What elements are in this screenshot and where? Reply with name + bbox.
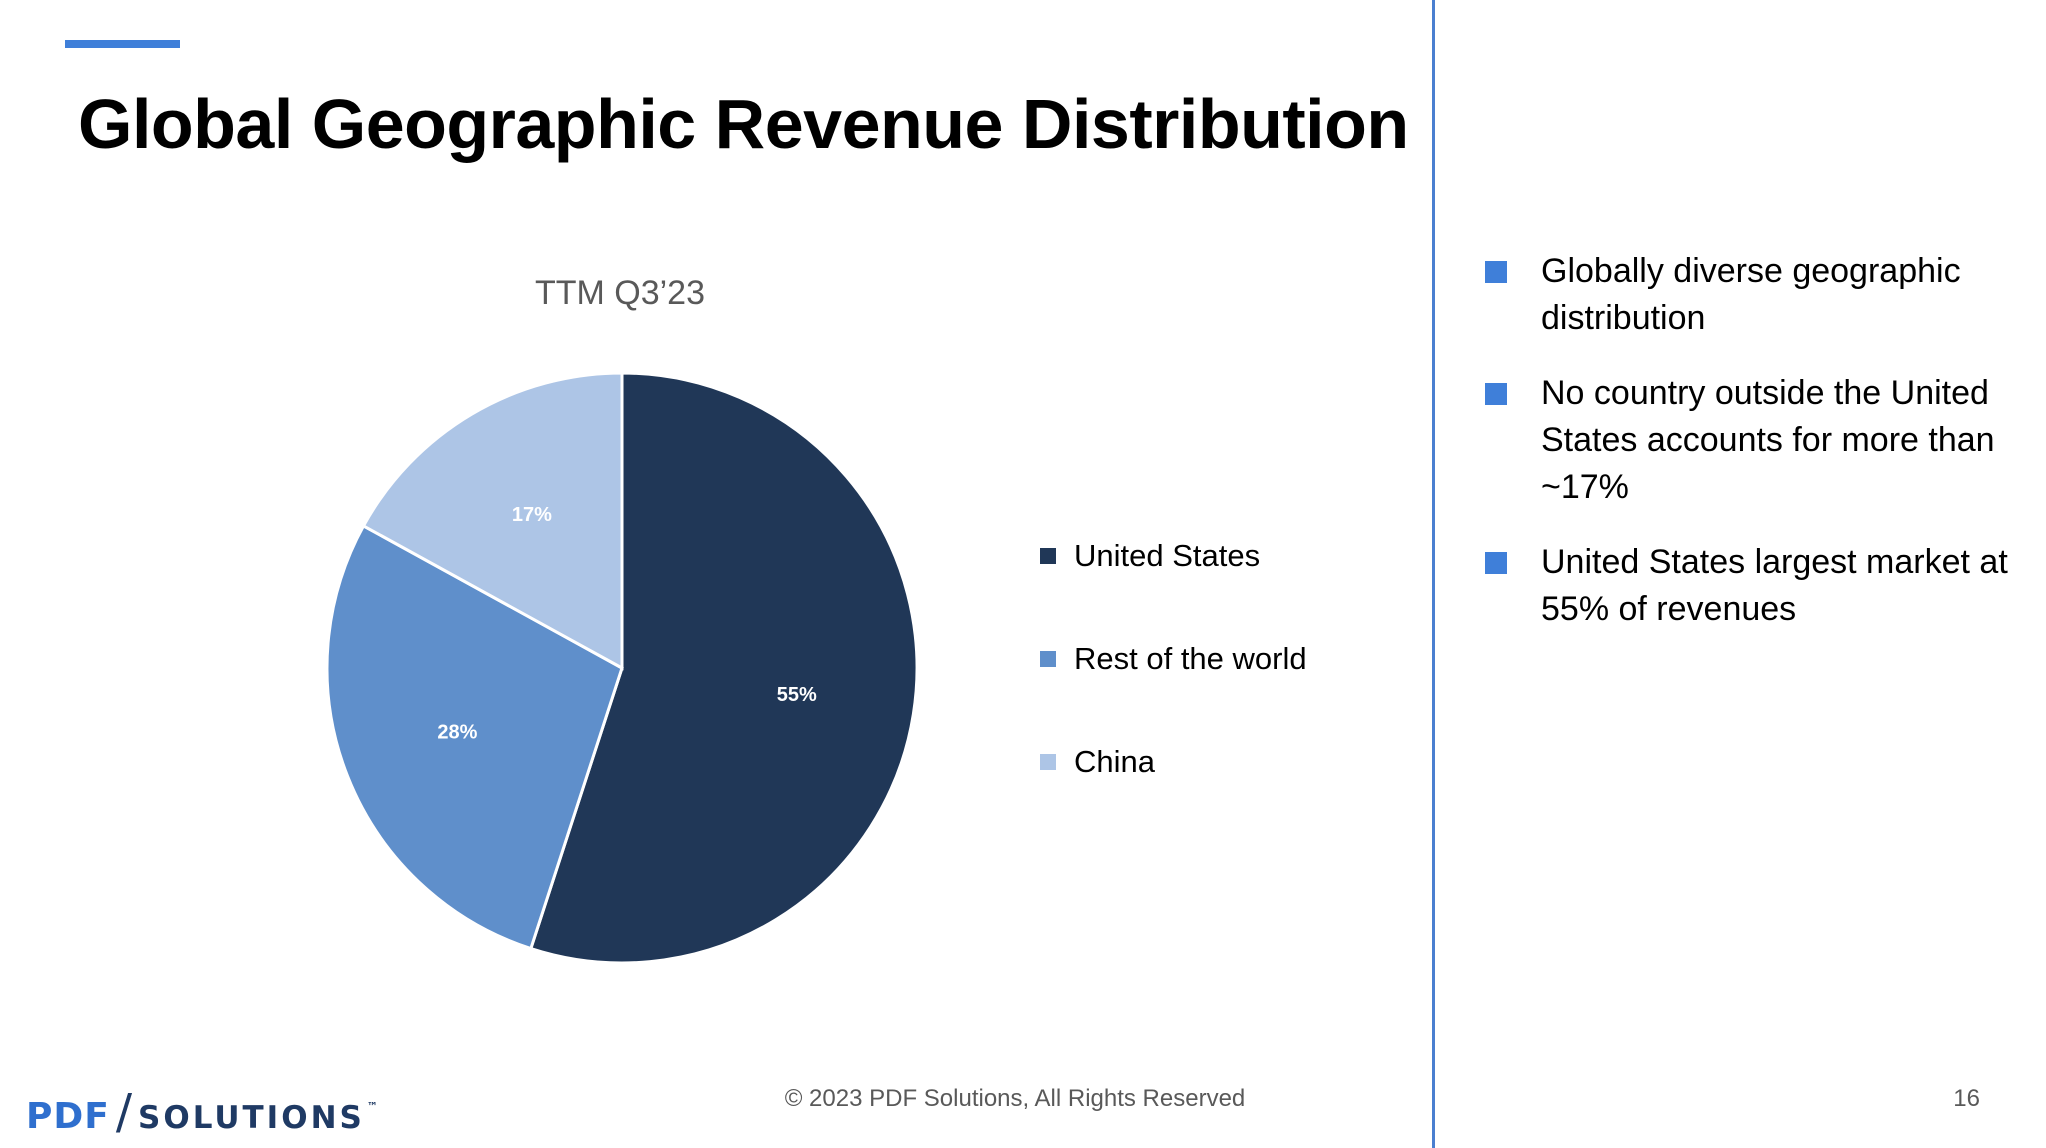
legend-swatch-united-states (1040, 548, 1056, 564)
legend-label: China (1074, 744, 1155, 779)
pie-labels: 55% 28% 17% (437, 504, 817, 744)
logo-slash: / (115, 1084, 133, 1140)
vertical-divider (1432, 0, 1435, 1148)
legend-item-rest-of-world: Rest of the world (1040, 641, 1307, 677)
legend-item-china: China (1040, 744, 1155, 780)
legend-label: Rest of the world (1074, 641, 1307, 676)
footer-copyright: © 2023 PDF Solutions, All Rights Reserve… (784, 1085, 1246, 1112)
logo-secondary-text: SOLUTIONS (138, 1100, 365, 1136)
pie-data-label: 28% (437, 721, 477, 743)
bullet-item: No country outside the United States acc… (1485, 370, 2025, 511)
bullet-list: Globally diverse geographic distribution… (1485, 248, 2025, 661)
square-bullet-icon (1485, 383, 1507, 405)
page-number: 16 (1953, 1085, 1980, 1112)
bullet-text: No country outside the United States acc… (1541, 374, 1995, 506)
bullet-item: United States largest market at 55% of r… (1485, 539, 2025, 633)
pie-slice-rest-of-the-world (325, 523, 624, 951)
company-logo: PDF / SOLUTIONS ™ (26, 1084, 378, 1140)
legend-swatch-rest-of-world (1040, 651, 1056, 667)
logo-trademark: ™ (366, 1100, 378, 1113)
chart-title: TTM Q3’23 (534, 274, 706, 312)
legend-item-united-states: United States (1040, 538, 1260, 574)
pie-slice-united-states (528, 371, 919, 965)
bullet-text: Globally diverse geographic distribution (1541, 252, 1961, 337)
pie-slices (325, 371, 919, 965)
pie-data-label: 55% (777, 684, 817, 706)
pie-chart: 55% 28% 17% (325, 371, 919, 965)
logo-primary-text: PDF (26, 1096, 110, 1137)
title-accent-bar (65, 40, 180, 48)
pie-slice-china (361, 371, 624, 671)
bullet-item: Globally diverse geographic distribution (1485, 248, 2025, 342)
square-bullet-icon (1485, 552, 1507, 574)
legend-swatch-china (1040, 754, 1056, 770)
slide-title: Global Geographic Revenue Distribution (78, 85, 1409, 163)
legend-label: United States (1074, 538, 1261, 573)
pie-data-label: 17% (512, 504, 552, 526)
square-bullet-icon (1485, 261, 1507, 283)
bullet-text: United States largest market at 55% of r… (1541, 543, 2008, 628)
